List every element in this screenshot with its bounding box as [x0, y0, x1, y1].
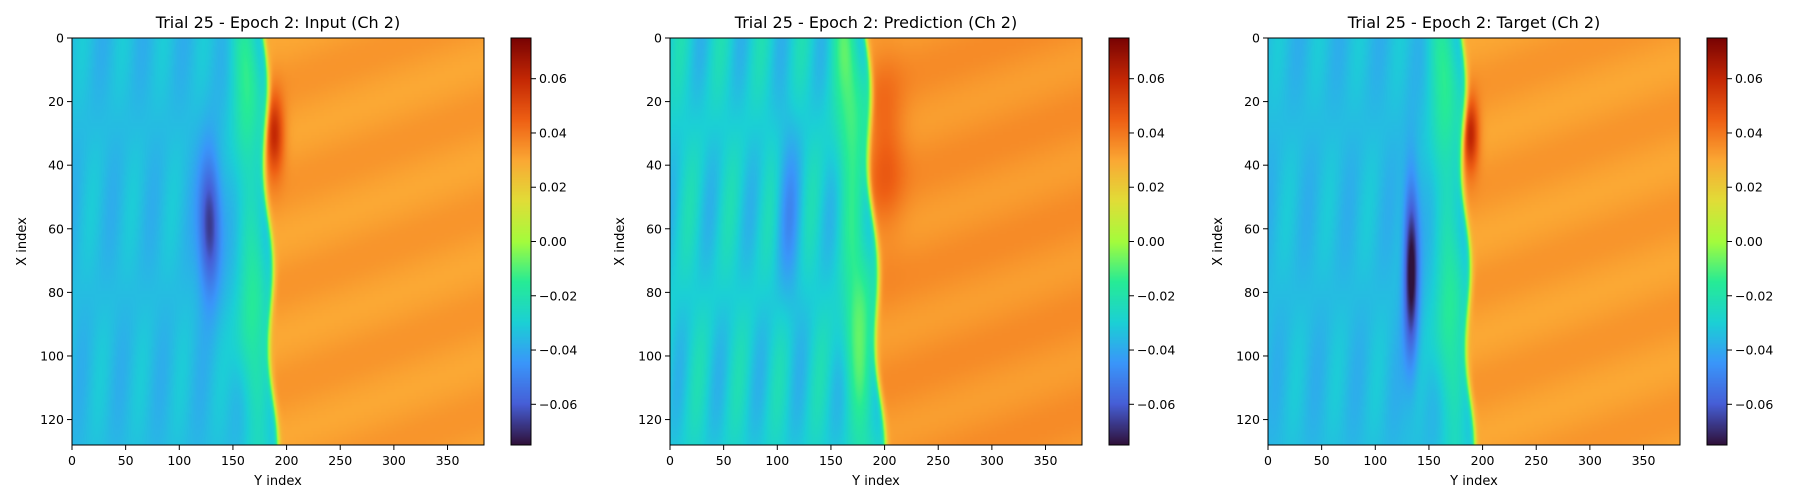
colorbar-tick-label: 0.02 — [1137, 180, 1165, 195]
colorbar — [1109, 38, 1129, 445]
colorbar-tick-label: 0.00 — [539, 234, 567, 249]
x-tick-label: 200 — [1471, 453, 1495, 468]
plot-frame — [1267, 37, 1681, 446]
x-tick-label: 200 — [275, 453, 299, 468]
colorbar-tick-label: −0.02 — [1137, 288, 1175, 303]
colorbar-tick-label: 0.00 — [1137, 234, 1165, 249]
y-tick-label: 20 — [646, 94, 662, 109]
plot-frame — [669, 37, 1083, 446]
x-tick-label: 250 — [328, 453, 352, 468]
y-tick-label: 40 — [48, 158, 64, 173]
x-tick-label: 350 — [1632, 453, 1656, 468]
heatmap-image — [1268, 38, 1680, 445]
x-tick-label: 100 — [765, 453, 789, 468]
chart-panel-2: Trial 25 - Epoch 2: Prediction (Ch 2) 0 50… — [613, 13, 1175, 489]
y-tick-label: 100 — [40, 348, 64, 363]
x-tick-label: 0 — [666, 453, 674, 468]
colorbar-tick-label: 0.06 — [1735, 71, 1763, 86]
y-tick-label: 20 — [48, 94, 64, 109]
y-tick-label: 40 — [1244, 158, 1260, 173]
y-tick-label: 80 — [1244, 285, 1260, 300]
x-tick-label: 50 — [716, 453, 732, 468]
colorbar-tick-label: −0.04 — [539, 343, 577, 358]
heatmap-image — [72, 38, 484, 445]
colorbar-tick-label: −0.04 — [1735, 343, 1773, 358]
y-tick-label: 0 — [1252, 31, 1260, 46]
y-tick-label: 60 — [646, 221, 662, 236]
x-axis-label: Y index — [1449, 474, 1498, 489]
y-tick-label: 60 — [1244, 221, 1260, 236]
chart-title: Trial 25 - Epoch 2: Target (Ch 2) — [1347, 13, 1600, 32]
x-tick-label: 100 — [167, 453, 191, 468]
x-tick-label: 50 — [1314, 453, 1330, 468]
x-tick-label: 100 — [1363, 453, 1387, 468]
colorbar-tick-label: 0.00 — [1735, 234, 1763, 249]
colorbar-tick-label: −0.02 — [539, 288, 577, 303]
x-tick-label: 0 — [68, 453, 76, 468]
colorbar-tick-label: 0.06 — [539, 71, 567, 86]
y-tick-label: 0 — [654, 31, 662, 46]
y-tick-label: 20 — [1244, 94, 1260, 109]
y-tick-label: 120 — [638, 412, 662, 427]
x-tick-label: 0 — [1264, 453, 1272, 468]
x-tick-label: 50 — [118, 453, 134, 468]
x-tick-label: 250 — [1524, 453, 1548, 468]
x-axis-label: Y index — [851, 474, 900, 489]
colorbar-tick-label: 0.04 — [1735, 125, 1763, 140]
x-axis-label: Y index — [253, 474, 302, 489]
x-tick-label: 150 — [221, 453, 245, 468]
y-axis-label: X index — [613, 217, 628, 266]
chart-title: Trial 25 - Epoch 2: Input (Ch 2) — [155, 13, 400, 32]
x-tick-label: 300 — [382, 453, 406, 468]
chart-panel-1: Trial 25 - Epoch 2: Input (Ch 2) 0 50 100 15… — [15, 13, 577, 489]
colorbar-tick-label: −0.06 — [539, 397, 577, 412]
y-tick-label: 120 — [1236, 412, 1260, 427]
y-tick-label: 0 — [56, 31, 64, 46]
x-tick-label: 200 — [873, 453, 897, 468]
x-tick-label: 350 — [436, 453, 460, 468]
colorbar-tick-label: −0.06 — [1137, 397, 1175, 412]
colorbar-tick-label: −0.04 — [1137, 343, 1175, 358]
colorbar — [511, 38, 531, 445]
y-tick-label: 60 — [48, 221, 64, 236]
plot-frame — [71, 37, 485, 446]
chart-panel-3: Trial 25 - Epoch 2: Target (Ch 2) 0 50 100 1… — [1211, 13, 1773, 489]
y-tick-label: 40 — [646, 158, 662, 173]
y-tick-label: 100 — [638, 348, 662, 363]
colorbar-tick-label: 0.06 — [1137, 71, 1165, 86]
y-axis-label: X index — [1211, 217, 1226, 266]
x-tick-label: 250 — [926, 453, 950, 468]
x-tick-label: 150 — [819, 453, 843, 468]
colorbar-tick-label: 0.02 — [1735, 180, 1763, 195]
colorbar — [1707, 38, 1727, 445]
x-tick-label: 300 — [1578, 453, 1602, 468]
colorbar-tick-label: 0.04 — [1137, 125, 1165, 140]
x-tick-label: 350 — [1034, 453, 1058, 468]
x-tick-label: 150 — [1417, 453, 1441, 468]
y-tick-label: 80 — [646, 285, 662, 300]
chart-title: Trial 25 - Epoch 2: Prediction (Ch 2) — [734, 13, 1017, 32]
heatmap-image — [670, 38, 1082, 445]
colorbar-tick-label: −0.06 — [1735, 397, 1773, 412]
y-tick-label: 80 — [48, 285, 64, 300]
y-tick-label: 100 — [1236, 348, 1260, 363]
colorbar-tick-label: −0.02 — [1735, 288, 1773, 303]
y-tick-label: 120 — [40, 412, 64, 427]
colorbar-tick-label: 0.04 — [539, 125, 567, 140]
x-tick-label: 300 — [980, 453, 1004, 468]
colorbar-tick-label: 0.02 — [539, 180, 567, 195]
y-axis-label: X index — [15, 217, 30, 266]
